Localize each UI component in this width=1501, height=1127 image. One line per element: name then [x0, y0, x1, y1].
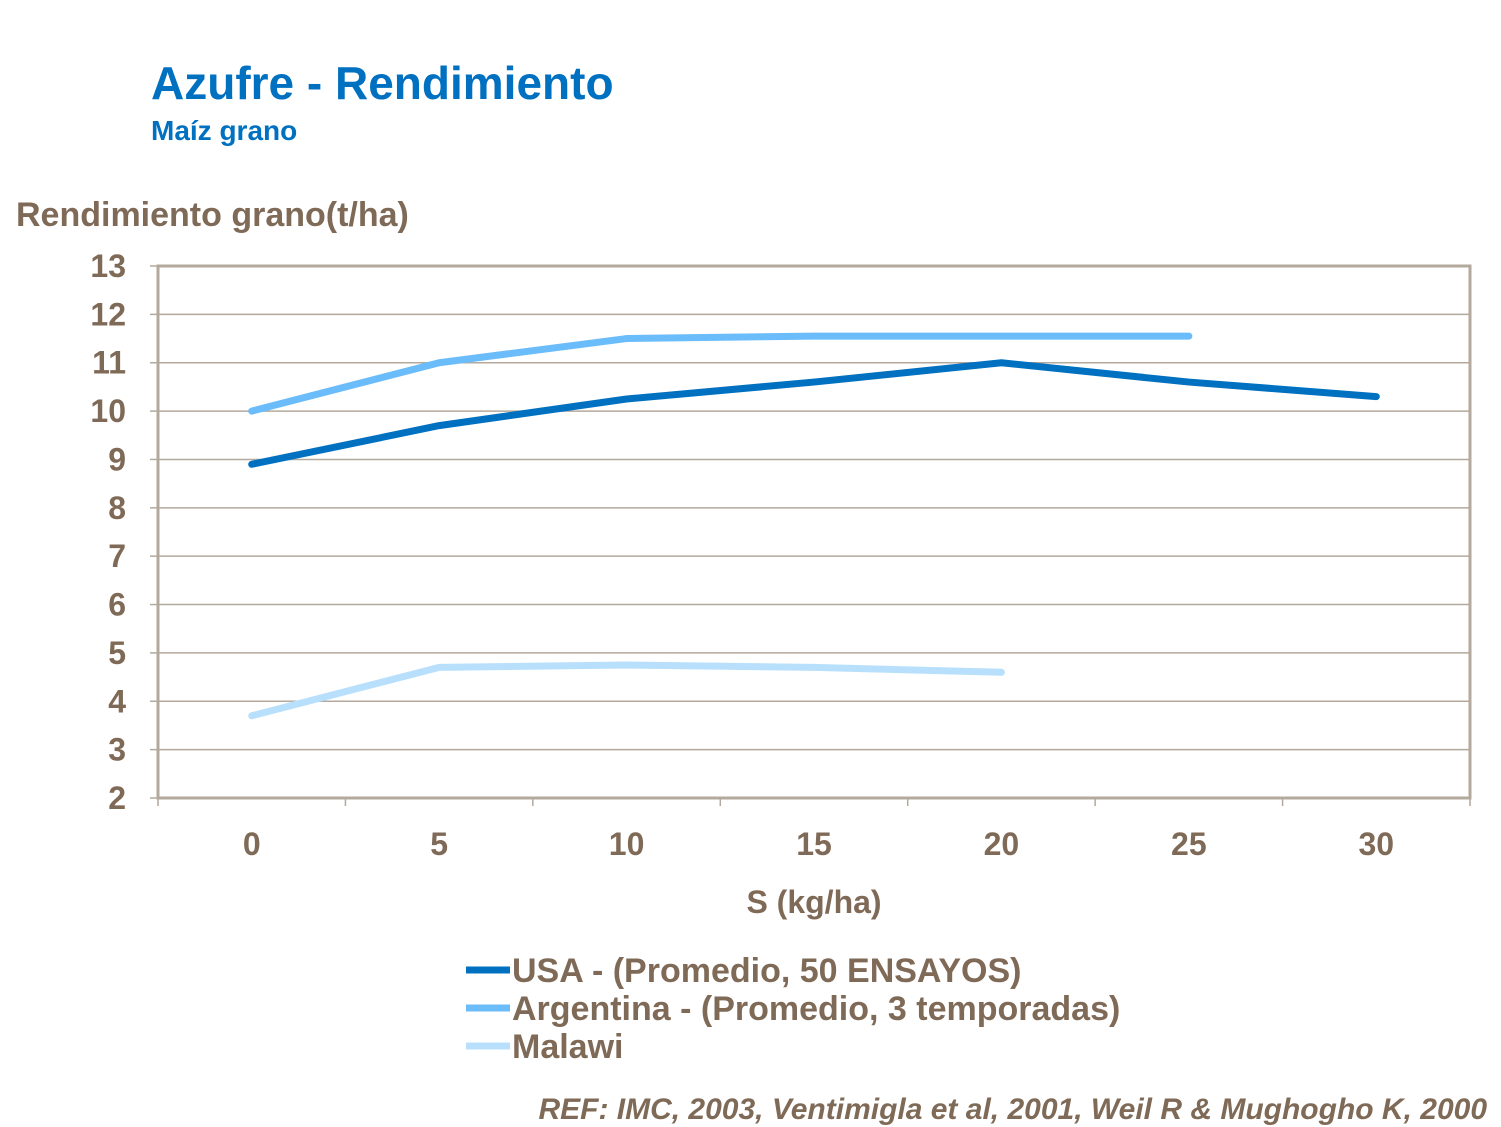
y-tick-label: 8 — [108, 490, 126, 526]
y-tick-label: 6 — [108, 587, 126, 623]
legend-label: Argentina - (Promedio, 3 temporadas) — [512, 990, 1120, 1028]
series-line-1 — [252, 336, 1189, 411]
y-tick-label: 12 — [90, 296, 126, 332]
y-tick-label: 9 — [108, 441, 126, 477]
legend-label: Malawi — [512, 1028, 623, 1066]
series-line-0 — [252, 363, 1377, 465]
y-tick-label: 11 — [92, 345, 126, 381]
y-tick-label: 2 — [108, 780, 126, 816]
x-tick-label: 5 — [430, 826, 448, 862]
x-tick-label: 30 — [1358, 826, 1394, 862]
y-tick-label: 5 — [108, 635, 126, 671]
reference-note: REF: IMC, 2003, Ventimigla et al, 2001, … — [538, 1093, 1487, 1127]
x-axis-label: S (kg/ha) — [746, 884, 881, 920]
y-tick-label: 4 — [108, 683, 126, 719]
series-line-2 — [252, 665, 1002, 716]
x-tick-label: 25 — [1171, 826, 1207, 862]
x-tick-label: 10 — [609, 826, 645, 862]
x-tick-label: 20 — [984, 826, 1020, 862]
legend-label: USA - (Promedio, 50 ENSAYOS) — [512, 952, 1022, 990]
plot-border — [158, 266, 1470, 798]
y-tick-label: 10 — [90, 393, 126, 429]
y-tick-label: 3 — [108, 732, 126, 768]
x-tick-label: 15 — [796, 826, 832, 862]
y-tick-label: 13 — [90, 248, 126, 284]
y-tick-label: 7 — [108, 538, 126, 574]
x-tick-label: 0 — [243, 826, 261, 862]
